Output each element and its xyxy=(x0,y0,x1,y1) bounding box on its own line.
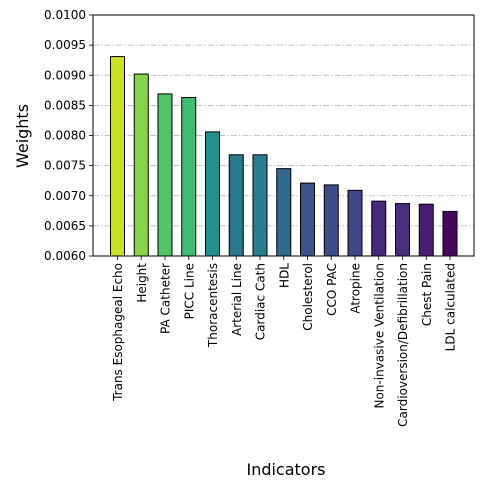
grid-lines xyxy=(93,44,474,227)
bar xyxy=(371,200,387,257)
x-tick-label: PICC Line xyxy=(182,263,196,319)
x-tick-label: Trans Esophageal Echo xyxy=(111,263,125,402)
bar xyxy=(133,73,149,257)
y-tick-label: 0.0100 xyxy=(44,8,86,22)
y-tick-label: 0.0070 xyxy=(44,189,86,203)
x-tick-label: Chest Pain xyxy=(420,263,434,326)
y-tick-label: 0.0085 xyxy=(44,98,86,112)
y-axis-label: Weights xyxy=(13,104,32,168)
y-ticks: 0.0060 0.0065 0.0070 0.0075 0.0080 0.0085 0.00… xyxy=(44,8,93,263)
bar xyxy=(157,93,173,257)
x-tick-label: Height xyxy=(135,263,149,303)
bar xyxy=(276,168,292,257)
y-tick-label: 0.0065 xyxy=(44,219,86,233)
x-tick-label: Arterial Line xyxy=(230,263,244,336)
y-tick-label: 0.0095 xyxy=(44,38,86,52)
x-tick-label: CCO PAC xyxy=(325,263,339,316)
bar xyxy=(181,97,197,257)
bar xyxy=(205,131,220,257)
bar xyxy=(347,189,363,257)
bar xyxy=(252,154,268,257)
x-tick-label: Thoracentesis xyxy=(206,263,220,348)
bar xyxy=(442,210,458,257)
bar xyxy=(323,184,339,257)
y-tick-label: 0.0080 xyxy=(44,129,86,143)
x-tick-label: Cholesterol xyxy=(301,263,315,331)
x-tick-label: Cardioversion/Defibrillation xyxy=(396,263,410,427)
bar xyxy=(300,182,315,257)
bar xyxy=(110,56,125,257)
bars-group xyxy=(110,56,458,257)
bar xyxy=(228,154,244,257)
x-axis-label: Indicators xyxy=(246,460,325,479)
x-tick-label: Cardiac Cath xyxy=(254,263,268,340)
bar xyxy=(418,203,434,257)
x-tick-label: PA Catheter xyxy=(159,263,173,334)
x-tick-label: HDL xyxy=(277,263,291,288)
y-tick-label: 0.0060 xyxy=(44,249,86,263)
x-tick-label: LDL calculated xyxy=(444,263,458,351)
x-tick-label: Atropine xyxy=(349,263,363,314)
x-ticks: Trans Esophageal Echo Height PA Catheter PI… xyxy=(111,256,458,427)
y-tick-label: 0.0075 xyxy=(44,159,86,173)
x-tick-label: Non-invasive Ventilation xyxy=(372,263,386,409)
bar xyxy=(395,203,410,257)
y-tick-label: 0.0090 xyxy=(44,68,86,82)
